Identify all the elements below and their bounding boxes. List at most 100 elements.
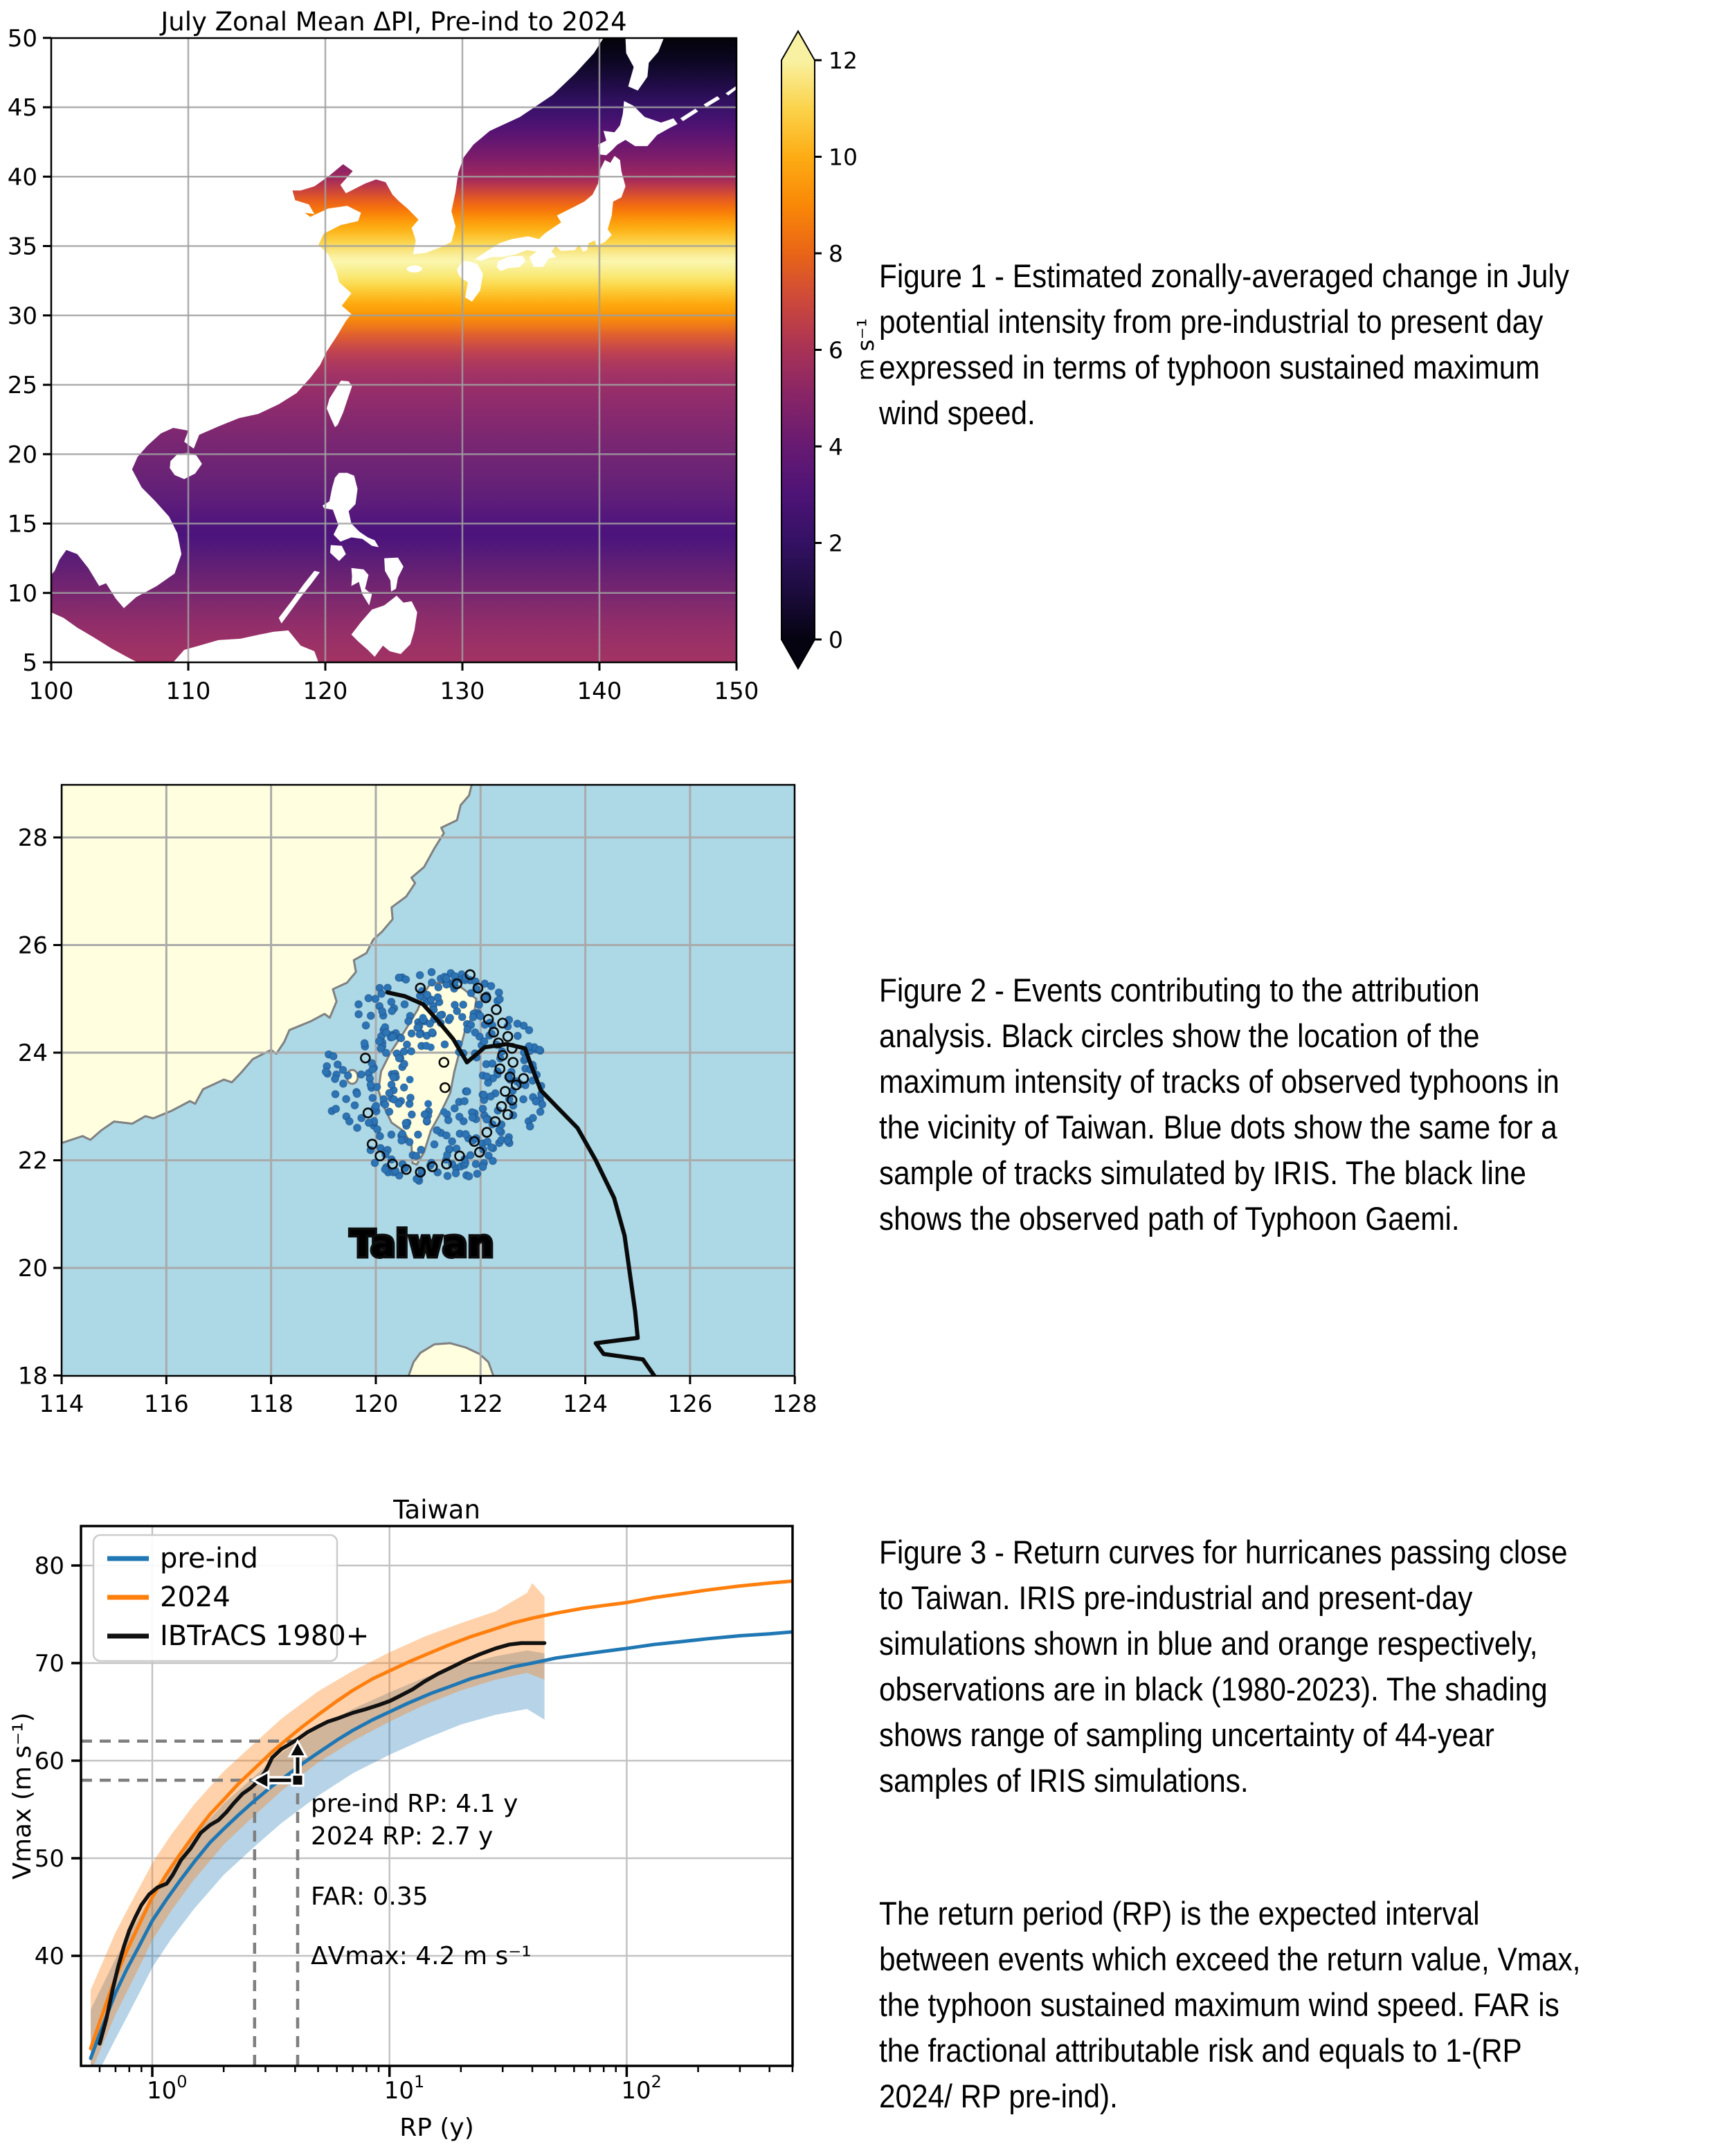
svg-text:60: 60 — [35, 1748, 64, 1775]
gridlines — [62, 785, 795, 1376]
figure1-title: July Zonal Mean ΔPI, Pre-ind to 2024 — [159, 7, 626, 37]
svg-text:70: 70 — [35, 1650, 64, 1678]
svg-text:20: 20 — [18, 1255, 48, 1282]
gridlines — [81, 1526, 793, 2066]
gridlines — [51, 38, 736, 662]
caption-line: samples of IRIS simulations. — [879, 1762, 1249, 1799]
legend: pre-ind 2024 IBTrACS 1980+ — [92, 1534, 369, 1662]
annotation-far: FAR: 0.35 — [311, 1882, 428, 1911]
caption-line: expressed in terms of typhoon sustained … — [879, 349, 1540, 385]
svg-text:IBTrACS 1980+: IBTrACS 1980+ — [160, 1620, 369, 1652]
map-area: 5 10 15 20 25 30 35 40 45 50 100 110 120 130 140 150 — [8, 25, 759, 705]
caption-line: shows range of sampling uncertainty of 4… — [879, 1716, 1494, 1753]
svg-text:80: 80 — [35, 1552, 64, 1580]
delta-arrows — [251, 1739, 308, 1790]
svg-text:24: 24 — [18, 1040, 48, 1067]
caption-line: maximum intensity of tracks of observed … — [879, 1063, 1559, 1100]
svg-text:114: 114 — [39, 1390, 84, 1418]
plot-border — [60, 783, 796, 1377]
caption-line: shows the observed path of Typhoon Gaemi… — [879, 1200, 1460, 1237]
typhoon-gaemi-track — [385, 990, 657, 1376]
colorbar-label: m s⁻¹ — [852, 318, 879, 381]
svg-text:110: 110 — [166, 678, 211, 705]
svg-text:120: 120 — [303, 678, 348, 705]
svg-text:15: 15 — [8, 511, 37, 538]
svg-text:22: 22 — [18, 1147, 48, 1175]
plot-border — [80, 1525, 794, 2067]
caption-line: Figure 1 - Estimated zonally-averaged ch… — [879, 257, 1569, 294]
svg-text:35: 35 — [8, 233, 37, 261]
svg-text:128: 128 — [772, 1390, 817, 1418]
svg-text:140: 140 — [577, 678, 622, 705]
svg-text:12: 12 — [829, 47, 858, 74]
svg-text:40: 40 — [8, 163, 37, 191]
annotation-pre-ind-rp: pre-ind RP: 4.1 y — [311, 1790, 518, 1818]
figure2-caption: Figure 2 - Events contributing to the at… — [879, 968, 1736, 1242]
svg-text:0: 0 — [829, 626, 843, 653]
annotations: pre-ind RP: 4.1 y 2024 RP: 2.7 y FAR: 0.… — [311, 1790, 532, 1970]
caption-line: potential intensity from pre-industrial … — [879, 303, 1544, 340]
taiwan-map-label: Taiwan — [350, 1224, 494, 1265]
svg-text:45: 45 — [8, 94, 37, 122]
svg-text:100: 100 — [147, 2072, 188, 2105]
svg-text:10: 10 — [829, 144, 858, 171]
caption-line: between events which exceed the return v… — [879, 1941, 1581, 1977]
svg-text:101: 101 — [384, 2072, 425, 2105]
figure1-caption: Figure 1 - Estimated zonally-averaged ch… — [879, 253, 1736, 436]
svg-text:26: 26 — [18, 932, 48, 960]
caption-line: simulations shown in blue and orange res… — [879, 1625, 1538, 1662]
svg-text:10: 10 — [8, 580, 37, 608]
figure3-ylabel: Vmax (m s⁻¹) — [8, 1712, 37, 1879]
caption-line: Figure 2 - Events contributing to the at… — [879, 972, 1480, 1008]
caption-line: The return period (RP) is the expected i… — [879, 1895, 1480, 1932]
caption-line: 2024/ RP pre-ind). — [879, 2078, 1118, 2114]
caption-line: observations are in black (1980-2023). T… — [879, 1671, 1548, 1707]
svg-text:50: 50 — [8, 25, 37, 53]
svg-text:20: 20 — [8, 441, 37, 469]
annotation-dvmax: ΔVmax: 4.2 m s⁻¹ — [311, 1942, 532, 1970]
annotation-2024-rp: 2024 RP: 2.7 y — [311, 1822, 493, 1851]
svg-text:2024: 2024 — [160, 1581, 230, 1613]
return-curves — [89, 1579, 793, 2060]
svg-text:5: 5 — [22, 649, 37, 677]
figure3-title: Taiwan — [392, 1495, 480, 1525]
svg-text:50: 50 — [35, 1845, 64, 1873]
landmasses — [51, 38, 736, 662]
svg-text:6: 6 — [829, 337, 843, 364]
svg-text:2: 2 — [829, 530, 843, 557]
dashed-guides — [81, 1739, 300, 2066]
svg-text:130: 130 — [440, 678, 485, 705]
iris-simulated-dots — [321, 968, 547, 1185]
svg-text:4: 4 — [829, 433, 843, 460]
svg-text:150: 150 — [714, 678, 759, 705]
caption-line: wind speed. — [879, 394, 1036, 431]
return-period-paragraph: The return period (RP) is the expected i… — [879, 1891, 1736, 2119]
svg-text:124: 124 — [563, 1390, 608, 1418]
svg-text:30: 30 — [8, 302, 37, 330]
figure3-caption: Figure 3 - Return curves for hurricanes … — [879, 1530, 1736, 1804]
svg-text:116: 116 — [144, 1390, 189, 1418]
svg-text:28: 28 — [18, 824, 48, 852]
caption-line: sample of tracks simulated by IRIS. The … — [879, 1154, 1526, 1191]
svg-text:8: 8 — [829, 240, 843, 267]
observed-max-intensity-circles — [360, 969, 530, 1178]
caption-line: to Taiwan. IRIS pre-industrial and prese… — [879, 1579, 1473, 1616]
svg-text:118: 118 — [248, 1390, 293, 1418]
caption-line: analysis. Black circles show the locatio… — [879, 1017, 1480, 1054]
figure3-return-curves: Taiwan 40 50 60 70 80 100 101 102 pre-ind 2024 IB… — [8, 1495, 794, 2142]
caption-line: Figure 3 - Return curves for hurricanes … — [879, 1534, 1568, 1570]
figure3-xlabel: RP (y) — [399, 2114, 474, 2142]
svg-text:40: 40 — [35, 1943, 64, 1970]
caption-line: the vicinity of Taiwan. Blue dots show t… — [879, 1109, 1557, 1145]
svg-text:102: 102 — [621, 2072, 662, 2105]
svg-text:120: 120 — [354, 1390, 399, 1418]
svg-text:122: 122 — [458, 1390, 503, 1418]
axis-ticks: 18 20 22 24 26 28 114 116 118 120 122 124 126 128 — [18, 824, 817, 1418]
caption-line: the fractional attributable risk and equ… — [879, 2032, 1522, 2069]
caption-line: the typhoon sustained maximum wind speed… — [879, 1986, 1559, 2023]
svg-text:126: 126 — [667, 1390, 712, 1418]
svg-text:18: 18 — [18, 1363, 48, 1390]
colorbar: 0 2 4 6 8 10 12 — [781, 29, 858, 671]
